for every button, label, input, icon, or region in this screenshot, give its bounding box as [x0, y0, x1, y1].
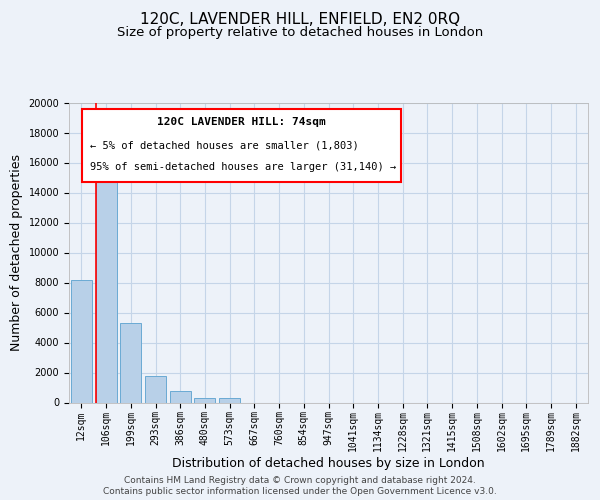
Bar	[219, 398, 240, 402]
Text: 95% of semi-detached houses are larger (31,140) →: 95% of semi-detached houses are larger (…	[90, 162, 396, 172]
Bar	[120, 323, 141, 402]
Text: 120C, LAVENDER HILL, ENFIELD, EN2 0RQ: 120C, LAVENDER HILL, ENFIELD, EN2 0RQ	[140, 12, 460, 28]
Bar	[145, 376, 166, 402]
Y-axis label: Number of detached properties: Number of detached properties	[10, 154, 23, 351]
Bar	[194, 398, 215, 402]
Text: Contains HM Land Registry data © Crown copyright and database right 2024.: Contains HM Land Registry data © Crown c…	[124, 476, 476, 485]
Bar	[170, 390, 191, 402]
Text: Contains public sector information licensed under the Open Government Licence v3: Contains public sector information licen…	[103, 487, 497, 496]
Text: ← 5% of detached houses are smaller (1,803): ← 5% of detached houses are smaller (1,8…	[90, 140, 359, 150]
FancyBboxPatch shape	[82, 108, 401, 182]
X-axis label: Distribution of detached houses by size in London: Distribution of detached houses by size …	[172, 457, 485, 470]
Text: Size of property relative to detached houses in London: Size of property relative to detached ho…	[117, 26, 483, 39]
Text: 120C LAVENDER HILL: 74sqm: 120C LAVENDER HILL: 74sqm	[157, 116, 326, 126]
Bar	[95, 154, 116, 402]
Bar	[71, 280, 92, 402]
